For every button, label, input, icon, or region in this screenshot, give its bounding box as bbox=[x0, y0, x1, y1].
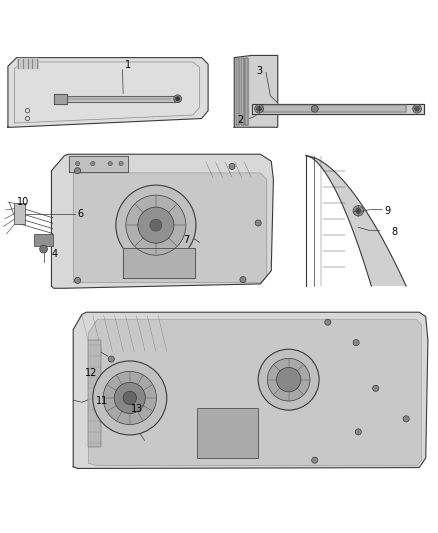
Text: 12: 12 bbox=[85, 368, 97, 378]
Circle shape bbox=[415, 107, 419, 111]
Circle shape bbox=[276, 367, 301, 392]
Polygon shape bbox=[237, 59, 240, 125]
Circle shape bbox=[240, 277, 246, 282]
Polygon shape bbox=[245, 59, 248, 125]
Circle shape bbox=[267, 358, 310, 401]
Polygon shape bbox=[252, 104, 424, 114]
Polygon shape bbox=[241, 59, 244, 125]
Text: 3: 3 bbox=[256, 66, 262, 76]
Circle shape bbox=[40, 245, 47, 253]
Text: 1: 1 bbox=[124, 60, 131, 70]
Circle shape bbox=[123, 391, 137, 405]
Circle shape bbox=[373, 385, 379, 391]
Circle shape bbox=[353, 206, 364, 216]
Text: 11: 11 bbox=[96, 395, 108, 406]
Polygon shape bbox=[197, 408, 258, 458]
Polygon shape bbox=[73, 173, 267, 282]
Circle shape bbox=[356, 208, 361, 213]
Text: 8: 8 bbox=[391, 227, 397, 237]
Circle shape bbox=[91, 161, 95, 166]
Circle shape bbox=[119, 161, 123, 166]
Circle shape bbox=[311, 105, 318, 112]
Polygon shape bbox=[8, 58, 208, 127]
Circle shape bbox=[108, 356, 114, 362]
Polygon shape bbox=[88, 320, 421, 466]
Polygon shape bbox=[234, 55, 278, 127]
Circle shape bbox=[74, 168, 81, 174]
Circle shape bbox=[257, 107, 261, 111]
Polygon shape bbox=[62, 96, 176, 102]
Circle shape bbox=[75, 161, 80, 166]
Text: 10: 10 bbox=[18, 197, 30, 207]
Circle shape bbox=[355, 429, 361, 435]
Circle shape bbox=[254, 104, 263, 113]
Polygon shape bbox=[14, 204, 25, 224]
Polygon shape bbox=[306, 156, 406, 286]
Text: 6: 6 bbox=[78, 209, 84, 219]
Polygon shape bbox=[53, 94, 67, 104]
Circle shape bbox=[403, 416, 409, 422]
Circle shape bbox=[353, 340, 359, 346]
Text: 4: 4 bbox=[51, 249, 57, 260]
Circle shape bbox=[103, 372, 156, 425]
Text: 9: 9 bbox=[385, 206, 391, 216]
Polygon shape bbox=[69, 156, 127, 172]
Polygon shape bbox=[88, 341, 102, 447]
Circle shape bbox=[229, 163, 235, 169]
Circle shape bbox=[150, 219, 162, 231]
Circle shape bbox=[258, 349, 319, 410]
Circle shape bbox=[126, 195, 186, 255]
Circle shape bbox=[413, 104, 421, 113]
Circle shape bbox=[312, 457, 318, 463]
Circle shape bbox=[174, 95, 182, 103]
Polygon shape bbox=[51, 154, 273, 288]
Circle shape bbox=[325, 319, 331, 325]
Circle shape bbox=[138, 207, 174, 243]
Polygon shape bbox=[73, 312, 428, 469]
Text: 13: 13 bbox=[131, 403, 143, 414]
Circle shape bbox=[93, 361, 167, 435]
Circle shape bbox=[74, 277, 81, 284]
Polygon shape bbox=[17, 59, 39, 68]
Circle shape bbox=[255, 220, 261, 226]
Polygon shape bbox=[34, 234, 53, 246]
Circle shape bbox=[114, 382, 145, 414]
Polygon shape bbox=[262, 105, 406, 112]
Text: 2: 2 bbox=[237, 115, 244, 125]
Polygon shape bbox=[123, 248, 195, 278]
Text: 7: 7 bbox=[183, 236, 189, 245]
Circle shape bbox=[116, 185, 196, 265]
Circle shape bbox=[108, 161, 113, 166]
Circle shape bbox=[176, 97, 180, 100]
